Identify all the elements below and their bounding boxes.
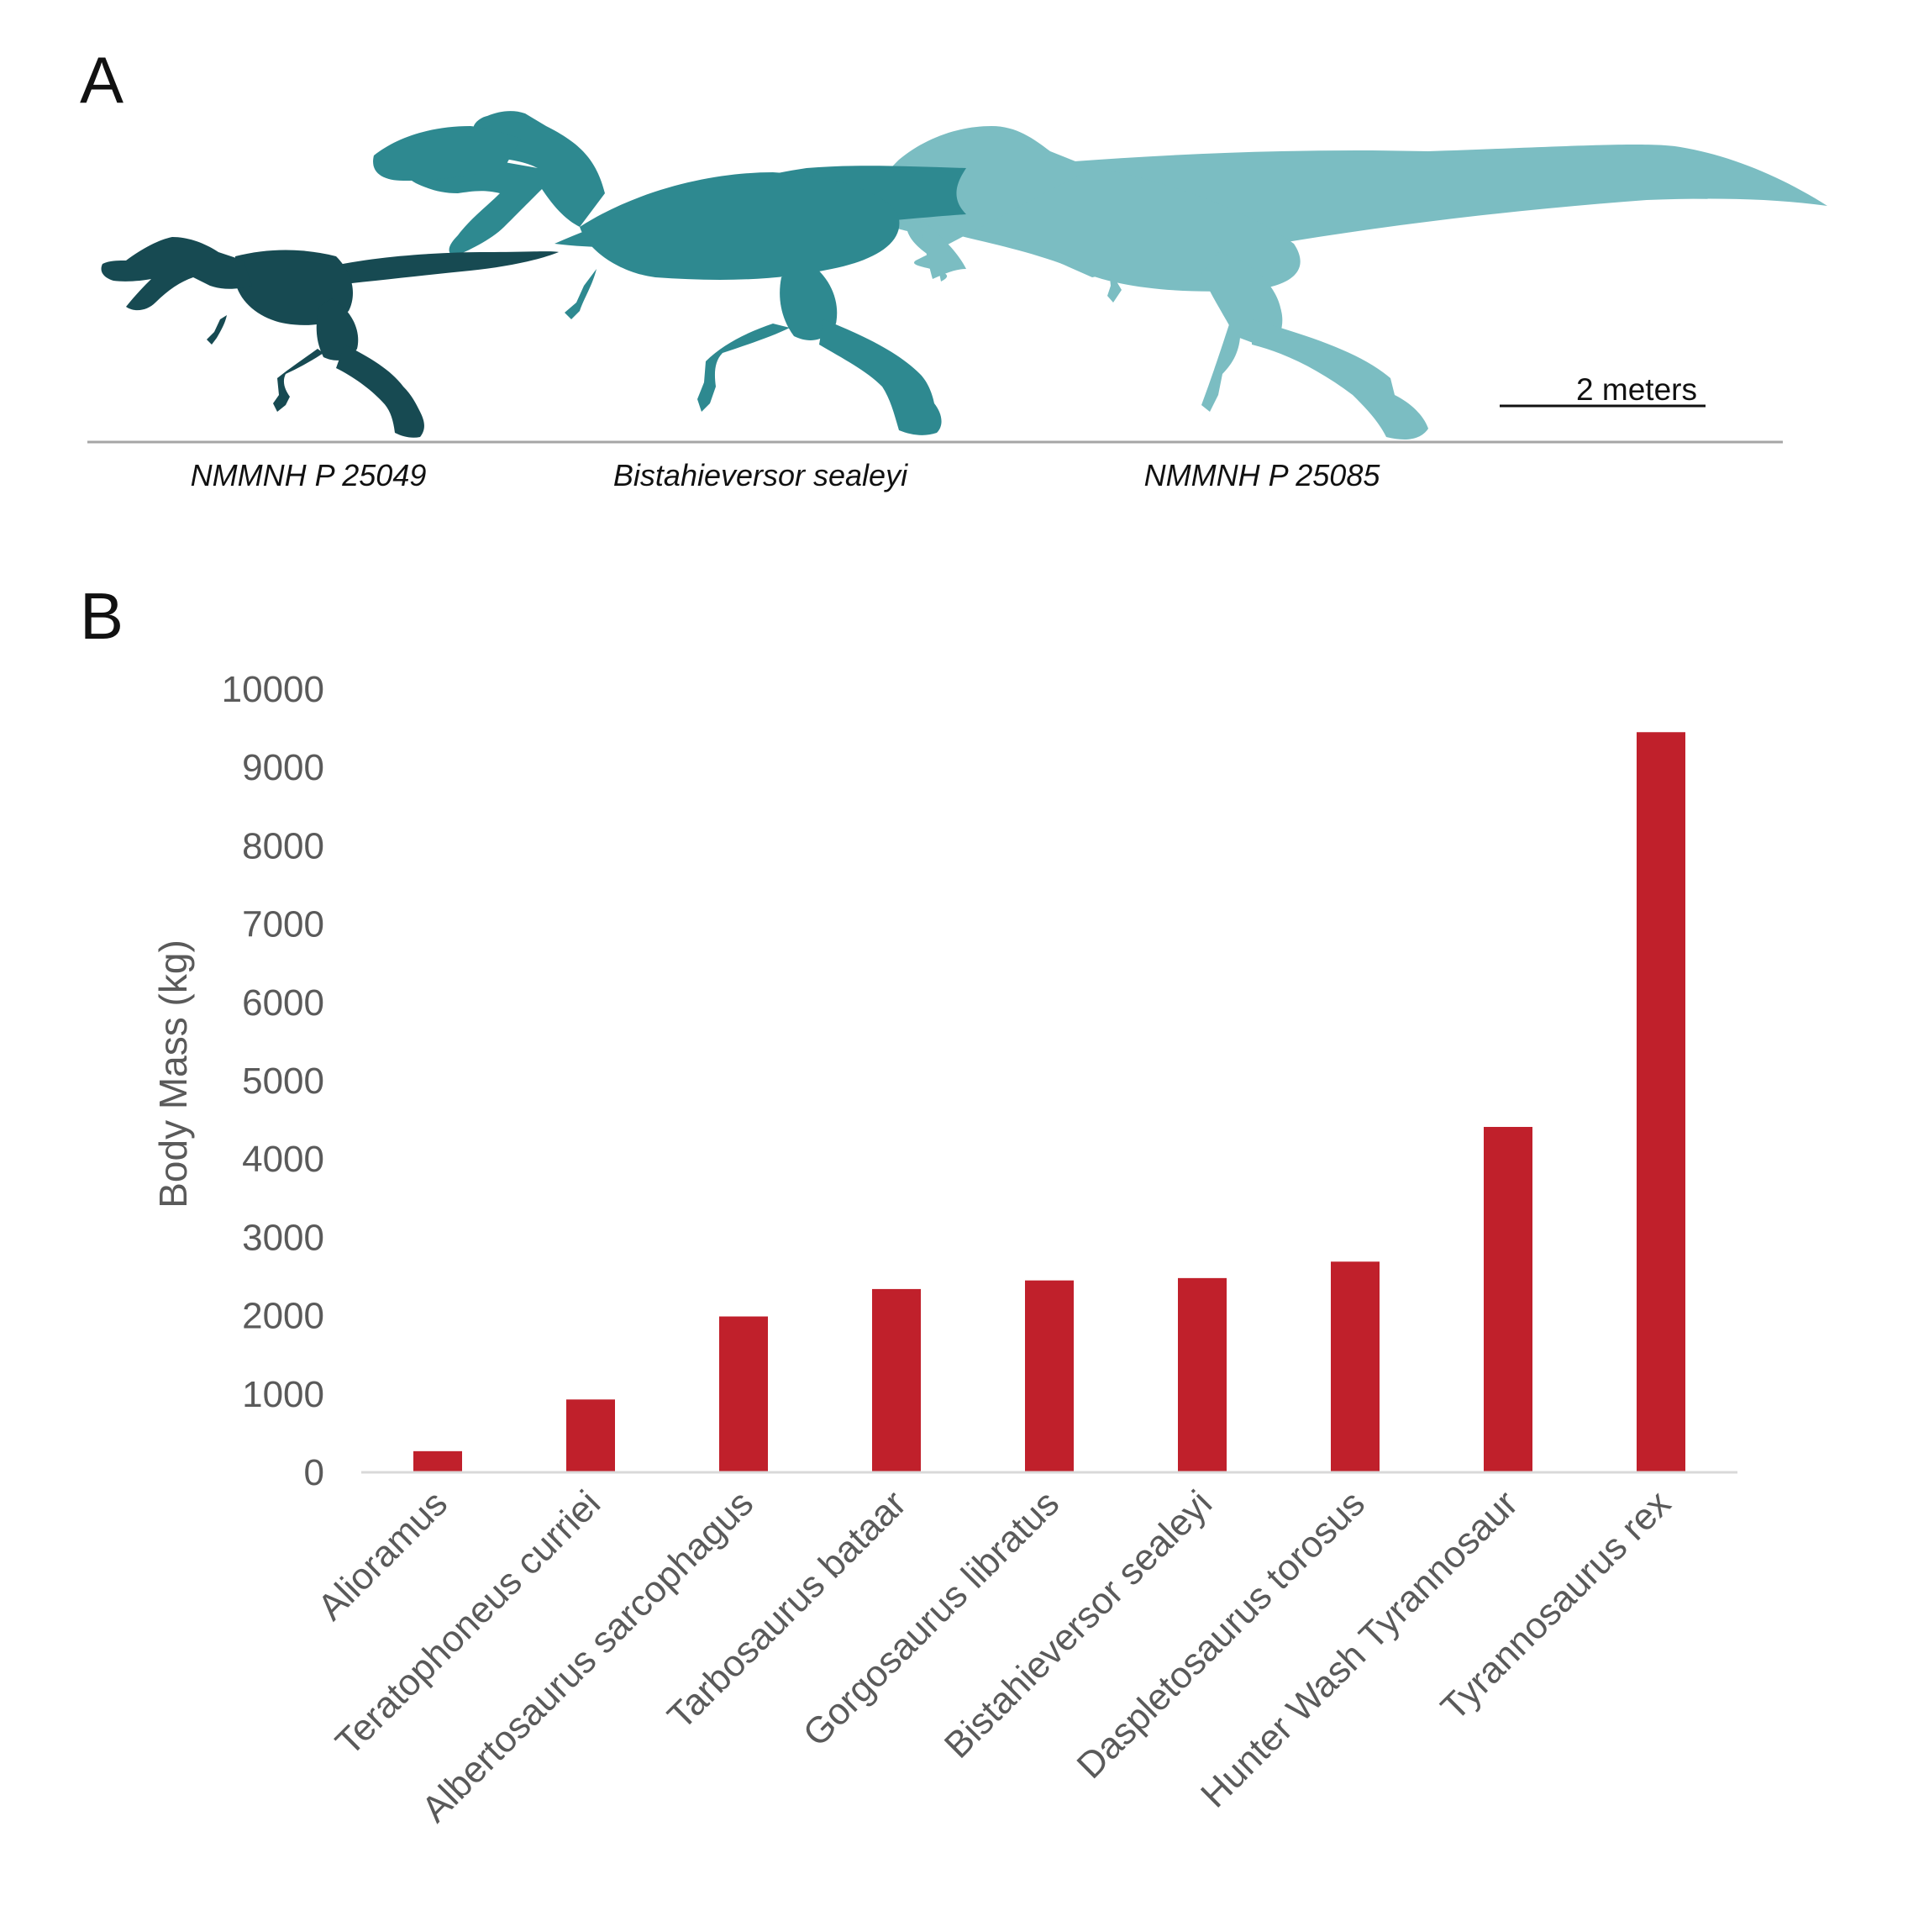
bar	[413, 1450, 462, 1472]
y-tick-label: 5000	[242, 1061, 324, 1102]
bar	[1484, 1126, 1532, 1472]
y-tick-label: 7000	[242, 904, 324, 945]
y-tick-label: 1000	[242, 1374, 324, 1415]
bar	[719, 1316, 768, 1472]
x-tick-label: Daspletosaurus torosus	[1070, 1482, 1374, 1787]
panel-b-label: B	[80, 579, 124, 653]
bar	[1025, 1280, 1074, 1472]
x-tick-label: Alioramus	[310, 1482, 455, 1628]
specimen-label-nmmnh-p-25085: NMMNH P 25085	[1144, 458, 1381, 492]
x-tick-label: Gorgosaurus libratus	[796, 1482, 1067, 1754]
y-axis-title: Body Mass (kg)	[151, 940, 195, 1208]
y-tick-label: 4000	[242, 1139, 324, 1180]
x-tick-label: Teratophoneus curriei	[328, 1482, 608, 1763]
bar	[872, 1288, 921, 1472]
silhouette-nmmnh-p-25085	[874, 126, 1827, 440]
y-tick-label: 9000	[242, 747, 324, 788]
bar	[1637, 732, 1685, 1472]
specimen-label-nmmnh-p-25049: NMMNH P 25049	[191, 458, 427, 492]
silhouette-bistahieversor	[373, 111, 966, 435]
bars	[413, 732, 1685, 1472]
y-tick-label: 8000	[242, 825, 324, 866]
bar	[1178, 1277, 1227, 1472]
panel-a-label: A	[80, 43, 124, 117]
x-tick-label: Albertosaurus sarcophagus	[414, 1482, 761, 1829]
x-tick-label: Bistahieversor sealeyi	[937, 1482, 1220, 1766]
bar	[1331, 1261, 1380, 1472]
bar	[566, 1399, 615, 1472]
y-tick-label: 6000	[242, 982, 324, 1024]
silhouette-nmmnh-p-25049	[101, 237, 559, 438]
y-tick-label: 3000	[242, 1217, 324, 1258]
specimen-label-bistahieversor: Bistahieversor sealeyi	[613, 458, 908, 492]
y-axis-ticks: 0 1000 2000 3000 4000 5000 6000 7000 8000 9000 100…	[222, 669, 324, 1493]
y-tick-label: 0	[304, 1452, 324, 1493]
y-tick-label: 10000	[222, 669, 324, 710]
x-tick-label: Hunter Wash Tyrannosaur	[1193, 1482, 1526, 1815]
scale-bar-label: 2 meters	[1576, 372, 1697, 407]
y-tick-label: 2000	[242, 1296, 324, 1337]
